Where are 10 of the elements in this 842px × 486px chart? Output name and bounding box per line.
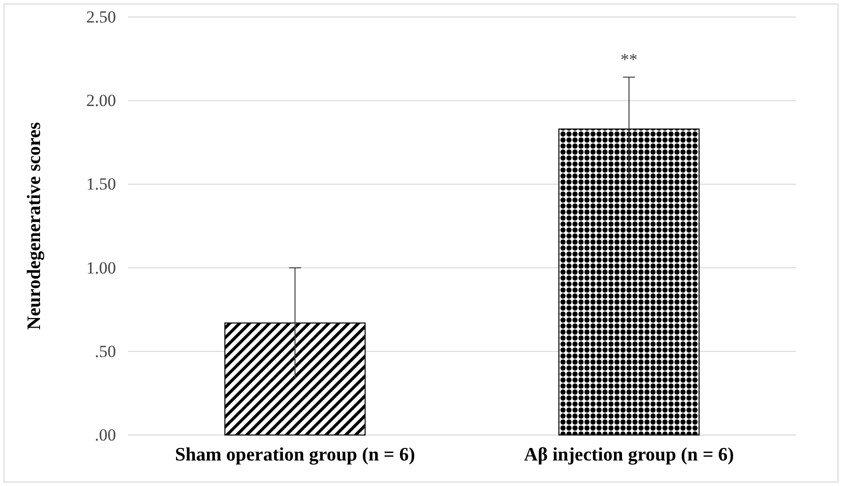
annotation: ** (620, 50, 638, 70)
y-tick-label: 1.50 (86, 174, 116, 194)
y-tick-label: .50 (94, 342, 116, 361)
x-tick-label: Sham operation group (n = 6) (174, 444, 416, 466)
y-tick-label: 2.50 (86, 7, 116, 26)
y-tick-label: 1.00 (86, 258, 116, 278)
y-tick-label: 2.00 (86, 91, 116, 110)
x-tick-label: Aβ injection group (n = 6) (524, 444, 734, 466)
y-axis-title: Neurodegenerative scores (24, 122, 45, 330)
y-tick-label: .00 (94, 425, 116, 444)
